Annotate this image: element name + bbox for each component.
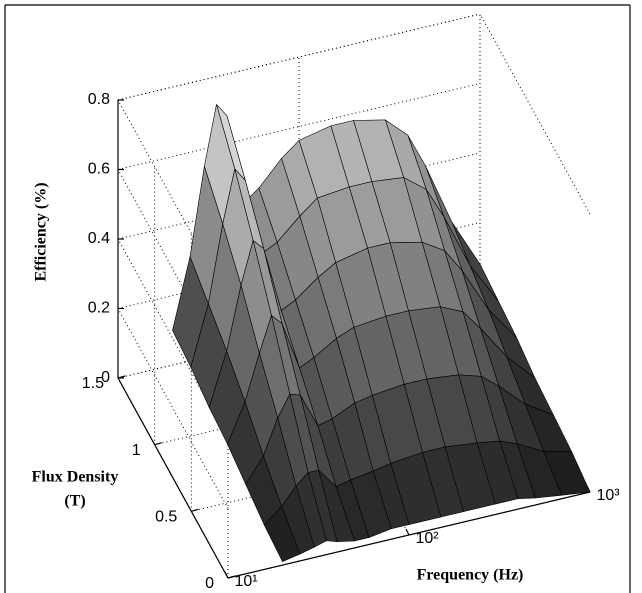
axis-line (117, 377, 229, 579)
z-tick-label: 0.4 (88, 230, 110, 247)
z-tick-label: 0 (101, 369, 110, 386)
grid-line (117, 13, 481, 101)
tick-mark (405, 528, 410, 536)
y-tick-label: 0 (205, 575, 214, 592)
z-tick-label: 0.6 (88, 161, 110, 178)
y-axis-label: Flux Density (32, 469, 119, 486)
tick-mark (227, 575, 236, 579)
surface-patch (263, 506, 301, 562)
y-axis-label: (T) (64, 493, 85, 510)
x-tick-label: 10³ (596, 487, 620, 504)
x-axis-label: Frequency (Hz) (417, 567, 524, 584)
box-edge (479, 13, 591, 215)
tick-mark (117, 375, 126, 379)
tick-mark (191, 508, 199, 512)
z-tick-label: 0.2 (88, 300, 110, 317)
x-tick-label: 10¹ (234, 573, 257, 590)
tick-mark (154, 442, 162, 446)
y-tick-label: 1 (132, 442, 141, 459)
y-tick-label: 0.5 (155, 509, 177, 526)
tick-mark (224, 571, 229, 579)
x-tick-label: 10² (415, 530, 439, 547)
z-tick-label: 0.8 (88, 91, 110, 108)
z-axis-label: Efficiency (%) (33, 182, 50, 281)
y-tick-label: 1.5 (82, 375, 104, 392)
